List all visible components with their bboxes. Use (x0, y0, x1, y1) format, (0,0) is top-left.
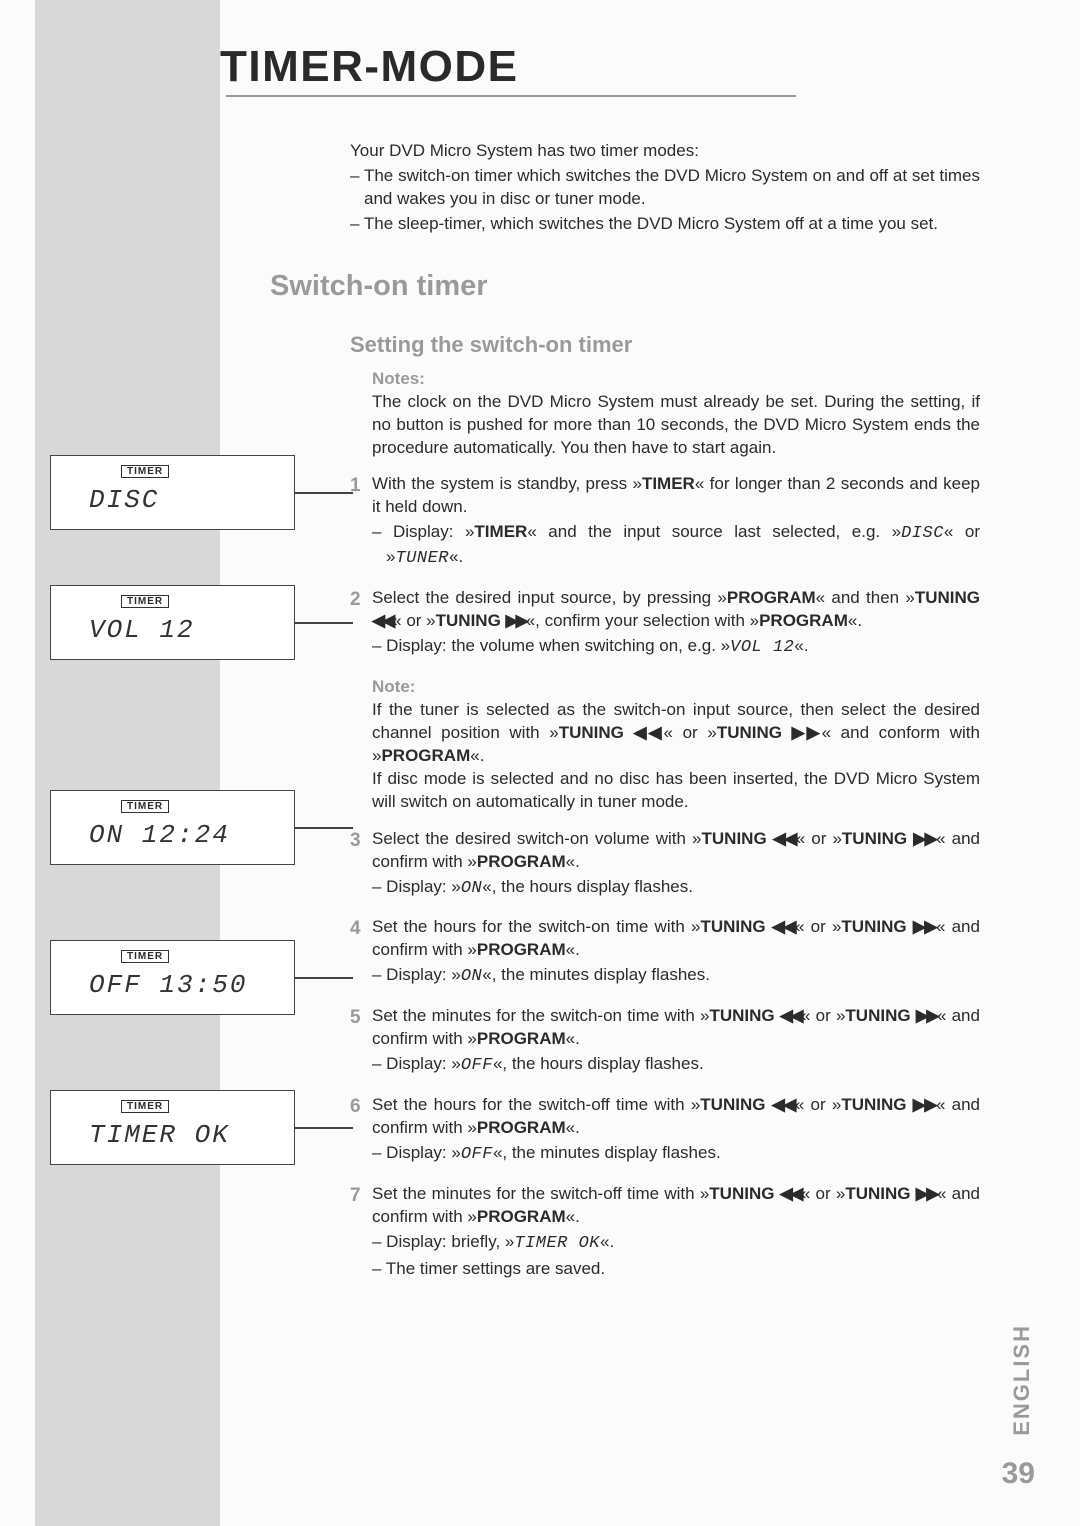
timer-badge: TIMER (121, 595, 169, 608)
tuning-label: TUNING (559, 723, 624, 742)
intro-line2: – The switch-on timer which switches the… (350, 165, 980, 211)
t: « and then » (816, 588, 915, 607)
t: «. (449, 547, 463, 566)
page-title-block: TIMER-MODE (220, 42, 1040, 110)
timer-badge: TIMER (121, 950, 169, 963)
step-5: 5Set the minutes for the switch-on time … (350, 1005, 980, 1080)
rewind-icon: ◀◀ (372, 611, 392, 630)
lcd-text: VOL 12 (89, 615, 284, 645)
t: «. (848, 611, 862, 630)
step-1: 1 With the system is standby, press »TIM… (350, 473, 980, 573)
lcd-text: DISC (89, 485, 284, 515)
section-h3: Setting the switch-on timer (350, 330, 980, 360)
lcd-text: ON 12:24 (89, 820, 284, 850)
t: «. (470, 746, 484, 765)
timer-label: TIMER (642, 474, 695, 493)
lcd-lead-line (295, 827, 353, 829)
lcd-display: TIMER VOL 12 (50, 585, 295, 660)
section-h2: Switch-on timer (270, 270, 488, 303)
step-num: 7 (350, 1183, 372, 1283)
step-num: 4 (350, 916, 372, 991)
step-4: 4Set the hours for the switch-on time wi… (350, 916, 980, 991)
lcd-lead-line (295, 1127, 353, 1129)
tuning-label: TUNING (436, 611, 501, 630)
t: – Display: the volume when switching on,… (372, 636, 730, 655)
t: « or » (392, 611, 435, 630)
notes-label: Notes: (372, 368, 980, 391)
content-area: Your DVD Micro System has two timer mode… (350, 140, 980, 238)
forward-icon: ▶▶ (792, 723, 822, 742)
intro-line3: – The sleep-timer, which switches the DV… (350, 213, 980, 236)
t: « and the input source last selected, e.… (527, 522, 901, 541)
lcd-lead-line (295, 622, 353, 624)
note2-block: Note: If the tuner is selected as the sw… (350, 676, 980, 814)
lcd-text: TIMER OK (89, 1120, 284, 1150)
rewind-icon: ◀◀ (634, 723, 664, 742)
sidebar-column (35, 0, 220, 1526)
lcd-lead-line (295, 977, 353, 979)
intro-block: Your DVD Micro System has two timer mode… (350, 140, 980, 236)
section-body: Setting the switch-on timer Notes: The c… (350, 330, 980, 1297)
page-number: 39 (1002, 1457, 1035, 1491)
notes-block: Notes: The clock on the DVD Micro System… (350, 368, 980, 460)
lcd-lead-line (295, 492, 353, 494)
step-num: 1 (350, 473, 372, 573)
language-tab: ENGLISH (1009, 1324, 1035, 1436)
disc-text: DISC (901, 524, 944, 543)
step-2: 2 Select the desired input source, by pr… (350, 587, 980, 662)
t: Select the desired input source, by pres… (372, 588, 727, 607)
timer-badge: TIMER (121, 465, 169, 478)
t: «. (794, 636, 808, 655)
forward-icon: ▶▶ (506, 611, 526, 630)
tuning-label: TUNING (915, 588, 980, 607)
step-num: 6 (350, 1094, 372, 1169)
notes-text: The clock on the DVD Micro System must a… (372, 391, 980, 460)
program-label: PROGRAM (727, 588, 816, 607)
vol-text: VOL 12 (730, 638, 794, 657)
timer-badge: TIMER (121, 1100, 169, 1113)
lcd-text: OFF 13:50 (89, 970, 284, 1000)
t: With the system is standby, press » (372, 474, 642, 493)
step-num: 2 (350, 587, 372, 662)
step-3: 3Select the desired switch-on volume wit… (350, 828, 980, 903)
tuning-label: TUNING (717, 723, 782, 742)
program-label: PROGRAM (759, 611, 848, 630)
note2-text2: If disc mode is selected and no disc has… (372, 768, 980, 814)
lcd-display: TIMER ON 12:24 (50, 790, 295, 865)
note2-label: Note: (372, 676, 980, 699)
timer-label: TIMER (474, 522, 527, 541)
step-num: 5 (350, 1005, 372, 1080)
lcd-display: TIMER DISC (50, 455, 295, 530)
step-7: 7Set the minutes for the switch-off time… (350, 1183, 980, 1283)
intro-line1: Your DVD Micro System has two timer mode… (350, 140, 980, 163)
page-title: TIMER-MODE (220, 42, 519, 92)
t: «, confirm your selection with » (526, 611, 759, 630)
title-rule (226, 95, 796, 97)
step-num: 3 (350, 828, 372, 903)
lcd-display: TIMER TIMER OK (50, 1090, 295, 1165)
tuner-text: TUNER (395, 549, 449, 568)
timer-badge: TIMER (121, 800, 169, 813)
t: – Display: » (372, 522, 474, 541)
t: « or » (664, 723, 717, 742)
lcd-display: TIMER OFF 13:50 (50, 940, 295, 1015)
program-label: PROGRAM (381, 746, 470, 765)
step-6: 6Set the hours for the switch-off time w… (350, 1094, 980, 1169)
